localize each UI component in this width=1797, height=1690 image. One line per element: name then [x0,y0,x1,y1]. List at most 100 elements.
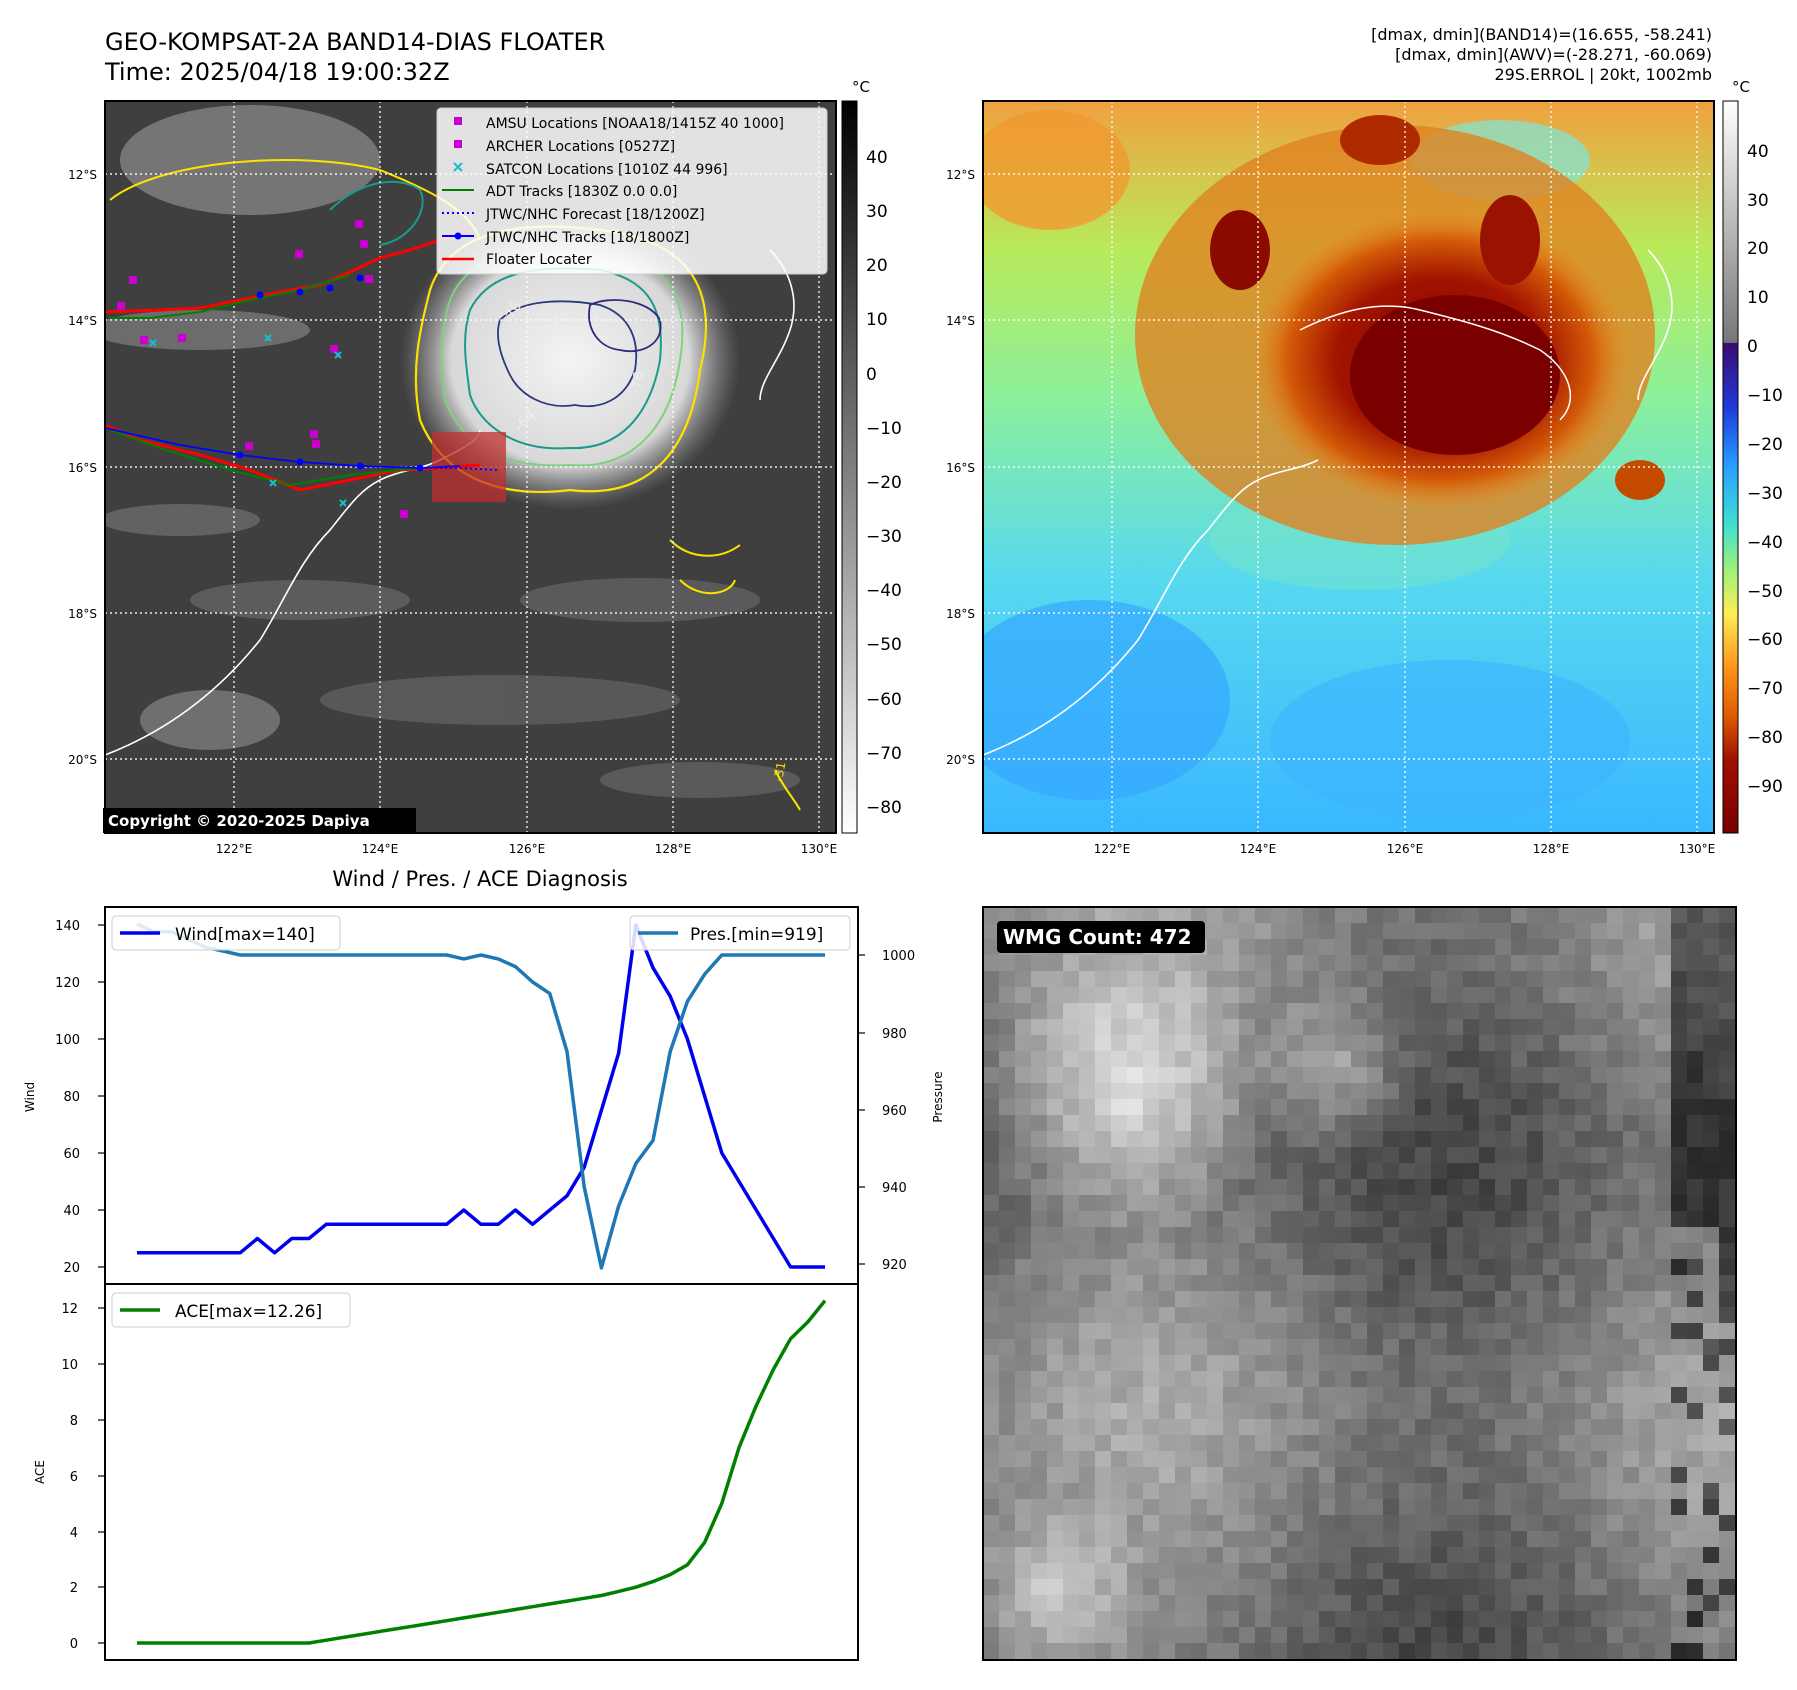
c-lon-label-122e: 122°E [1094,842,1131,856]
wmg-pixel [1319,1419,1335,1435]
wmg-pixel [1415,1035,1431,1051]
wmg-pixel [1687,939,1703,955]
diagnosis-title: Wind / Pres. / ACE Diagnosis [332,867,627,891]
wmg-pixel [1735,1099,1736,1115]
wmg-pixel [1719,1083,1735,1099]
wmg-pixel [1495,1659,1511,1660]
wmg-pixel [1239,1323,1255,1339]
wmg-pixel [1319,1163,1335,1179]
wmg-pixel [1223,1595,1239,1611]
wmg-pixel [1127,1275,1143,1291]
wmg-pixel [1735,1659,1736,1660]
wmg-pixel [1111,907,1127,923]
wmg-pixel [1079,1131,1095,1147]
wmg-pixel [983,1339,999,1355]
wmg-pixel [1479,1147,1495,1163]
wmg-pixel [1303,1451,1319,1467]
wmg-pixel [1415,1371,1431,1387]
wmg-pixel [1511,1003,1527,1019]
wmg-pixel [1575,1099,1591,1115]
wmg-pixel [1399,971,1415,987]
wmg-pixel [1095,1355,1111,1371]
wmg-pixel [1559,1067,1575,1083]
wmg-pixel [1719,907,1735,923]
wmg-pixel [1111,1499,1127,1515]
wmg-pixel [1559,1163,1575,1179]
ace-series-line [137,1299,827,1645]
wmg-pixel [1127,1291,1143,1307]
wmg-pixel [1335,1515,1351,1531]
wmg-pixel [1223,1099,1239,1115]
wmg-pixel [1431,1275,1447,1291]
wmg-pixel [1559,1515,1575,1531]
wmg-pixel [1735,1387,1736,1403]
gray-colorbar-ticks: 40 30 20 10 0 −10 −20 −30 −40 −50 −60 −7… [866,148,902,818]
wmg-pixel [1063,1659,1079,1660]
wmg-pixel [999,1579,1015,1595]
wmg-pixel [1415,1083,1431,1099]
wmg-pixel [1271,1339,1287,1355]
wmg-pixel [1175,1355,1191,1371]
wmg-pixel [1383,1643,1399,1659]
wmg-pixel [1255,1307,1271,1323]
wmg-pixel [1287,1563,1303,1579]
wmg-pixel [1703,1339,1719,1355]
wmg-pixel [1415,1147,1431,1163]
wmg-pixel [1415,1275,1431,1291]
wmg-pixel [1399,1547,1415,1563]
wmg-pixel [1655,1643,1671,1659]
lat-label-18s: 18°S [68,607,97,621]
wmg-pixel [1719,1067,1735,1083]
wmg-pixel [1719,1243,1735,1259]
wmg-pixel [1255,1003,1271,1019]
lat-label-16s: 16°S [68,461,97,475]
wmg-pixel [1511,1563,1527,1579]
wmg-pixel [1351,1611,1367,1627]
wmg-pixel [1399,1323,1415,1339]
wmg-pixel [1591,1083,1607,1099]
wmg-pixel [1319,1003,1335,1019]
wmg-pixel [1735,1579,1736,1595]
wmg-pixel [1655,1051,1671,1067]
wmg-pixel [1159,1307,1175,1323]
wmg-pixel [1719,1499,1735,1515]
wmg-pixel [1703,1163,1719,1179]
wmg-pixel [1703,907,1719,923]
wmg-pixel [1271,1499,1287,1515]
wmg-pixel [1191,907,1207,923]
wmg-pixel [1143,1371,1159,1387]
wmg-pixel [1159,1339,1175,1355]
wmg-pixel [1287,987,1303,1003]
wmg-pixel [1399,1131,1415,1147]
wmg-pixel [1415,1547,1431,1563]
wmg-pixel [1271,955,1287,971]
wmg-pixel [1591,1419,1607,1435]
wmg-pixel [1623,1483,1639,1499]
wmg-pixel [1303,1051,1319,1067]
wmg-pixel [1367,987,1383,1003]
wmg-pixel [1703,955,1719,971]
wmg-pixel [1655,1163,1671,1179]
wmg-pixel [1367,923,1383,939]
wmg-pixel [1335,1147,1351,1163]
wmg-pixel [1271,1291,1287,1307]
wmg-pixel [1175,1563,1191,1579]
wmg-pixel [1655,1499,1671,1515]
wmg-pixel [1463,955,1479,971]
wmg-pixel [1223,1387,1239,1403]
wmg-pixel [1543,987,1559,1003]
wmg-pixel [1191,1147,1207,1163]
wmg-pixel [1591,1147,1607,1163]
wmg-pixel [1175,1275,1191,1291]
wmg-pixel [1335,987,1351,1003]
wmg-pixel [1335,1275,1351,1291]
wmg-pixel [1303,1323,1319,1339]
wmg-pixel [983,1387,999,1403]
wmg-pixel [1207,1179,1223,1195]
wmg-pixel [1415,1243,1431,1259]
wmg-pixel [1303,1579,1319,1595]
wmg-pixel [1015,1371,1031,1387]
wmg-pixel [1655,1451,1671,1467]
wmg-pixel [1047,1195,1063,1211]
wmg-pixel [1303,939,1319,955]
